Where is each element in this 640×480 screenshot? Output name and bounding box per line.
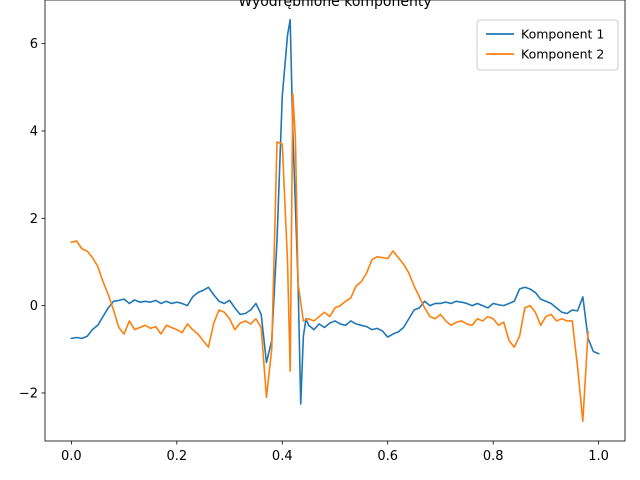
x-tick-label: 1.0 bbox=[588, 449, 609, 464]
plot-frame bbox=[44, 0, 626, 442]
y-tick-label: 2 bbox=[30, 212, 38, 227]
legend-frame bbox=[476, 19, 619, 71]
x-tick-label: 0.8 bbox=[483, 449, 504, 464]
chart-title: Wyodrębnione komponenty bbox=[238, 0, 431, 10]
y-tick-label: 6 bbox=[30, 37, 38, 52]
series-layer bbox=[70, 18, 600, 423]
series-line-1 bbox=[70, 18, 600, 405]
legend-label-komponent-1: Komponent 1 bbox=[521, 27, 604, 42]
y-tick-label: 4 bbox=[30, 124, 38, 139]
y-tick-label: 0 bbox=[30, 299, 38, 314]
x-tick-label: 0.6 bbox=[377, 449, 398, 464]
axes-layer: 0.0 0.2 0.4 0.6 0.8 1.0 −2 0 2 4 6 bbox=[19, 0, 626, 464]
x-tick-label: 0.0 bbox=[61, 449, 82, 464]
series-line-2 bbox=[70, 93, 589, 423]
y-tick-label: −2 bbox=[19, 386, 38, 401]
x-tick-label: 0.2 bbox=[166, 449, 187, 464]
x-tick-label: 0.4 bbox=[272, 449, 293, 464]
legend-label-komponent-2: Komponent 2 bbox=[521, 47, 604, 62]
legend: Komponent 1 Komponent 2 bbox=[476, 19, 619, 71]
